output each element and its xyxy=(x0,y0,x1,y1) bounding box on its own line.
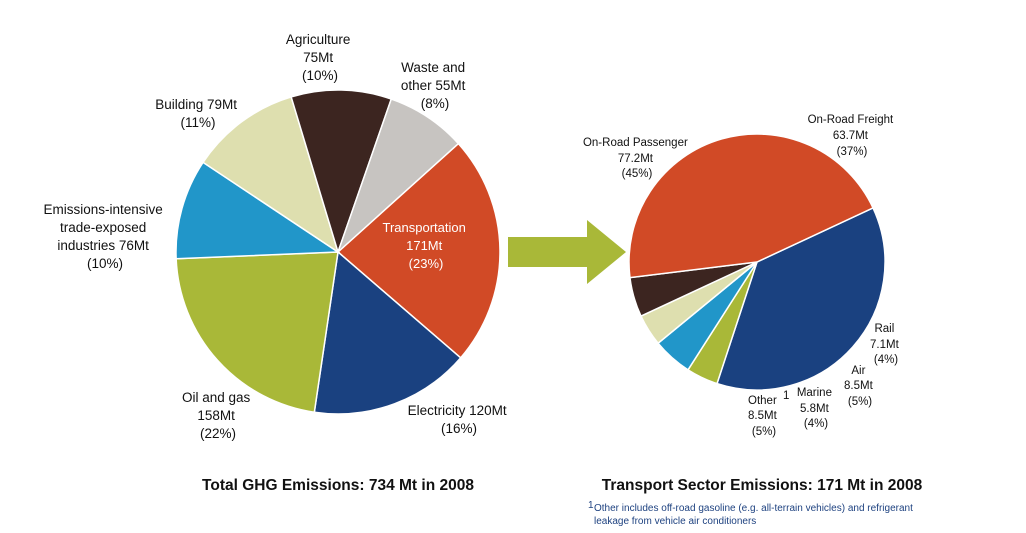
slice-transportation xyxy=(336,142,501,359)
label-rail: Rail 7.1Mt (4%) xyxy=(870,323,902,366)
footnote-text: Other includes off-road gasoline (e.g. a… xyxy=(594,503,916,527)
footnote-mark: 1 xyxy=(588,500,594,511)
label-agriculture: Agriculture 75Mt (10%) xyxy=(286,32,354,83)
slice-waste xyxy=(337,98,460,253)
arrow-icon xyxy=(508,220,626,284)
footnote-mark-other: 1 xyxy=(783,390,789,402)
slice-oil-and-gas xyxy=(175,251,339,414)
label-emissions-intensive: Emissions-intensive trade-exposed indust… xyxy=(43,202,166,271)
label-marine: Marine 5.8Mt (4%) xyxy=(797,387,835,430)
slice-agriculture xyxy=(290,89,393,255)
label-oil-and-gas: Oil and gas 158Mt (22%) xyxy=(182,390,254,441)
label-air: Air 8.5Mt (5%) xyxy=(844,365,876,408)
label-electricity: Electricity 120Mt (16%) xyxy=(408,403,511,436)
pie-total-ghg xyxy=(175,89,501,415)
slice-on-road-freight xyxy=(716,206,886,391)
chart-title-total-ghg: Total GHG Emissions: 734 Mt in 2008 xyxy=(202,477,474,494)
pie-transport-sector xyxy=(628,133,886,391)
chart-title-transport-sector: Transport Sector Emissions: 171 Mt in 20… xyxy=(602,477,923,494)
slice-building xyxy=(202,95,340,254)
label-building: Building 79Mt (11%) xyxy=(155,97,241,130)
label-on-road-freight: On-Road Freight 63.7Mt (37%) xyxy=(808,114,897,158)
slice-electricity xyxy=(313,250,462,415)
label-waste: Waste and other 55Mt (8%) xyxy=(401,60,469,111)
slice-on-road-passenger xyxy=(628,133,875,279)
label-other: Other 8.5Mt (5%) xyxy=(748,395,780,438)
label-on-road-passenger: On-Road Passenger 77.2Mt (45%) xyxy=(583,137,691,180)
label-transportation: Transportation 171Mt (23%) xyxy=(383,220,470,271)
slice-emissions-intensive xyxy=(175,161,341,260)
